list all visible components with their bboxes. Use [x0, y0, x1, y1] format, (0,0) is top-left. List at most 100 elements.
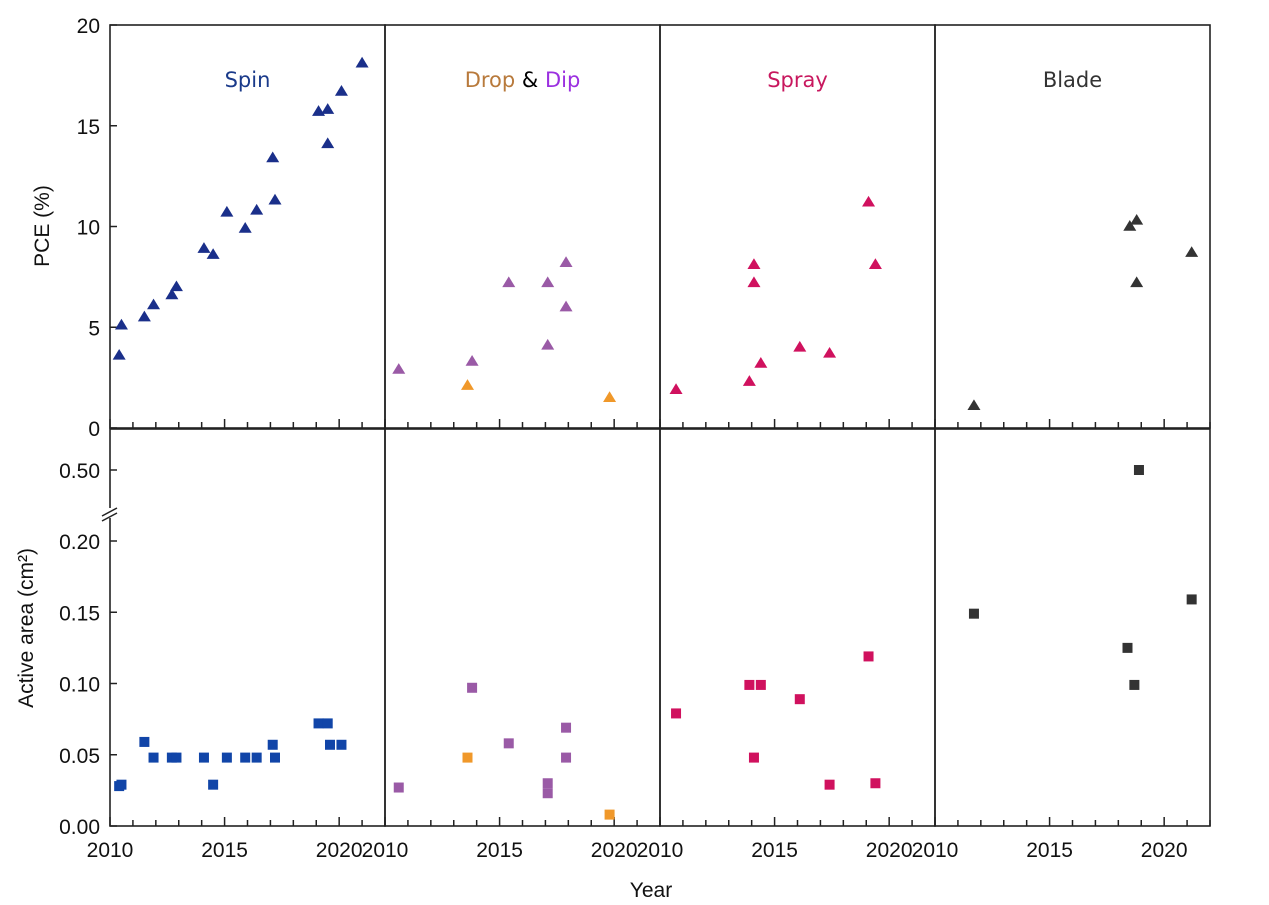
area-point-blade	[1122, 642, 1133, 653]
area-point-spin	[221, 752, 232, 763]
area-point-spin	[198, 752, 209, 763]
panel-title-part: Drop	[465, 68, 516, 92]
bottom-panel-frame-3	[659, 428, 936, 827]
area-point-dip	[393, 782, 404, 793]
y-tick-label-top: 20	[77, 15, 100, 38]
x-tick-label: 2010	[912, 839, 959, 862]
pce-point-spin	[114, 318, 128, 330]
x-tick-label: 2020	[1141, 839, 1188, 862]
pce-point-spin	[250, 203, 264, 215]
y-tick-label-bottom: 0.10	[59, 674, 100, 697]
data-marks	[112, 56, 1199, 820]
area-point-spin	[251, 752, 262, 763]
pce-point-drop	[461, 379, 474, 390]
area-point-spin	[116, 779, 127, 790]
x-tick-label: 2015	[476, 839, 523, 862]
area-point-spin	[171, 752, 182, 763]
pce-point-spray	[747, 258, 761, 270]
y-tick-label-bottom: 0.15	[59, 602, 100, 625]
tick-labels: 2010 2015 2020 2010 2015 2020 2010 2015 2020 2010…	[59, 15, 1187, 862]
area-point-spin	[139, 736, 150, 747]
pce-point-drop	[603, 391, 617, 402]
y-tick-label-top: 10	[77, 217, 100, 240]
area-point-spray	[755, 679, 766, 690]
area-point-spin	[336, 739, 347, 750]
pce-point-spray	[747, 276, 761, 288]
pce-point-dip	[392, 363, 406, 374]
x-axis-title: Year	[630, 879, 672, 902]
area-point-blade	[1129, 679, 1140, 690]
pce-point-blade	[1123, 220, 1137, 231]
x-tick-label: 2020	[316, 839, 363, 862]
x-tick-label: 2010	[87, 839, 134, 862]
axis-break-mark	[101, 512, 118, 522]
area-point-spin	[322, 718, 333, 729]
axis-break-gap	[104, 508, 116, 518]
area-point-spray	[744, 679, 755, 690]
area-point-blade	[1133, 465, 1144, 475]
y-tick-label-top: 15	[77, 116, 100, 139]
area-point-dip	[467, 682, 478, 693]
x-tick-label: 2020	[591, 839, 638, 862]
area-point-blade	[1186, 594, 1197, 605]
panel-title-part: Dip	[545, 68, 580, 92]
x-tick-label: 2015	[751, 839, 798, 862]
y-axis-title-top: PCE (%)	[31, 185, 54, 267]
pce-point-spin	[334, 84, 348, 96]
panel-title-part: Spray	[767, 68, 828, 92]
area-point-spin	[313, 718, 324, 729]
area-point-spin	[240, 752, 251, 763]
area-point-drop	[604, 809, 615, 820]
area-point-dip	[542, 778, 553, 789]
bottom-panel-frame-4	[934, 428, 1211, 827]
pce-point-spray	[754, 357, 768, 368]
pce-point-spin	[268, 193, 282, 205]
panel-title-part: &	[515, 68, 545, 92]
pce-point-spin	[197, 242, 211, 253]
pce-point-blade	[1130, 213, 1144, 225]
panel-titles: Spin Drop & Dip Spray Blade	[225, 68, 1103, 92]
pce-point-spray	[793, 340, 807, 352]
panel-title-part: Spin	[225, 68, 271, 92]
y-tick-label-bottom: 0.20	[59, 531, 100, 554]
pce-point-spin	[238, 222, 252, 233]
y-tick-label-top: 0	[88, 418, 100, 441]
pce-point-blade	[1130, 276, 1144, 288]
area-point-drop	[462, 752, 473, 763]
pce-point-spin	[206, 248, 220, 259]
area-point-spin	[325, 739, 335, 750]
area-point-spray	[748, 752, 759, 763]
y-tick-label-top: 5	[88, 317, 100, 340]
y-tick-label-bottom: 0.00	[59, 816, 100, 839]
area-point-spray	[824, 779, 835, 790]
pce-point-spin	[169, 280, 183, 292]
x-tick-label: 2010	[362, 839, 409, 862]
x-tick-label: 2010	[637, 839, 684, 862]
area-point-spray	[863, 651, 874, 662]
pce-point-dip	[541, 338, 555, 350]
pce-point-blade	[1185, 246, 1199, 257]
pce-point-spin	[312, 105, 326, 116]
axis-break-mark	[101, 507, 118, 517]
area-point-spin	[208, 779, 219, 790]
pce-point-spray	[823, 346, 837, 358]
pce-point-dip	[541, 276, 555, 288]
area-point-spin	[267, 739, 278, 750]
pce-point-dip	[559, 300, 573, 312]
x-tick-label: 2015	[201, 839, 248, 862]
bottom-panel-frame-2	[384, 428, 661, 827]
pce-point-dip	[465, 355, 479, 366]
x-tick-label: 2015	[1026, 839, 1073, 862]
panel-title-drop-dip: Drop & Dip	[465, 68, 581, 92]
pce-point-spin	[321, 103, 335, 114]
pce-point-spray	[669, 383, 683, 394]
pce-point-spray	[742, 375, 756, 386]
y-tick-label-bottom: 0.50	[59, 460, 100, 483]
x-tick-label: 2020	[866, 839, 913, 862]
area-point-dip	[561, 752, 572, 763]
panel-title-spray: Spray	[767, 68, 828, 92]
pce-point-spin	[147, 298, 161, 310]
pce-point-spin	[266, 151, 280, 163]
pce-point-spin	[165, 288, 179, 300]
